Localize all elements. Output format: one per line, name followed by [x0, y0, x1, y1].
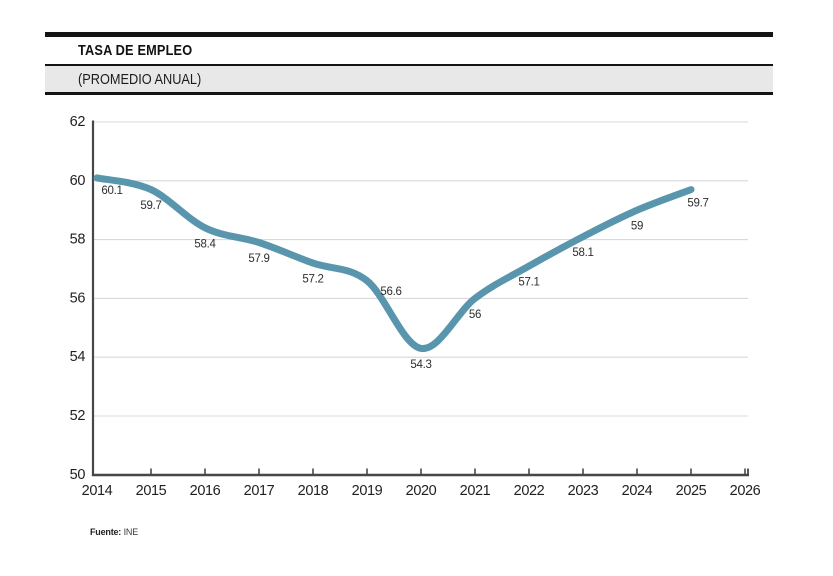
x-axis-label-2015: 2015	[136, 483, 167, 499]
x-axis-label-2018: 2018	[298, 483, 329, 499]
data-label-2017: 57.9	[248, 253, 269, 265]
x-axis-label-2021: 2021	[460, 483, 491, 499]
data-label-2020: 54.3	[410, 359, 431, 371]
x-axis-label-2020: 2020	[406, 483, 437, 499]
data-label-2014: 60.1	[101, 185, 122, 197]
x-axis-labels: 2014 2015 2016 2017 2018 2019 2020 2021 2022 2023…	[82, 483, 761, 499]
x-axis-label-2017: 2017	[244, 483, 275, 499]
y-axis-label-62: 62	[70, 114, 86, 130]
data-label-2019: 56.6	[380, 286, 401, 298]
data-point-labels: 60.1 59.7 58.4 57.9 57.2 56.6 54.3 56 57.1 58.1 59…	[101, 185, 708, 371]
chart-subtitle: (PROMEDIO ANUAL)	[78, 70, 202, 88]
x-axis-label-2024: 2024	[622, 483, 653, 499]
data-label-2023: 58.1	[572, 247, 593, 259]
y-axis-label-52: 52	[70, 408, 86, 424]
y-axis-label-60: 60	[70, 173, 86, 189]
source-note: Fuente: INE	[90, 527, 138, 537]
x-axis-label-2022: 2022	[514, 483, 545, 499]
y-axis-labels: 62 60 58 56 54 52 50	[70, 114, 86, 483]
data-label-2021: 56	[469, 309, 481, 321]
source-label: Fuente:	[90, 527, 122, 537]
data-label-2018: 57.2	[302, 274, 323, 286]
data-label-2022: 57.1	[518, 277, 539, 289]
y-axis-label-58: 58	[70, 232, 86, 248]
x-axis-label-2026: 2026	[730, 483, 761, 499]
data-label-2025: 59.7	[687, 198, 708, 210]
y-axis-label-54: 54	[70, 349, 86, 365]
source-value: INE	[123, 527, 139, 537]
x-axis-label-2025: 2025	[676, 483, 707, 499]
data-label-2024: 59	[631, 221, 643, 233]
x-axis-label-2016: 2016	[190, 483, 221, 499]
title-row: TASA DE EMPLEO	[45, 37, 773, 66]
y-axis-label-56: 56	[70, 290, 86, 306]
data-label-2016: 58.4	[194, 238, 216, 250]
subtitle-row: (PROMEDIO ANUAL)	[45, 66, 773, 95]
data-label-2015: 59.7	[140, 200, 161, 212]
gridlines	[93, 121, 748, 417]
x-axis-label-2023: 2023	[568, 483, 599, 499]
x-axis-ticks	[150, 468, 749, 474]
employment-line-series	[93, 174, 695, 352]
header-top-bar	[45, 32, 773, 37]
y-axis-label-50: 50	[70, 467, 86, 483]
chart-title: TASA DE EMPLEO	[78, 42, 193, 59]
chart-header: TASA DE EMPLEO (PROMEDIO ANUAL)	[45, 32, 773, 95]
x-axis-label-2019: 2019	[352, 483, 383, 499]
x-axis-label-2014: 2014	[82, 483, 113, 499]
